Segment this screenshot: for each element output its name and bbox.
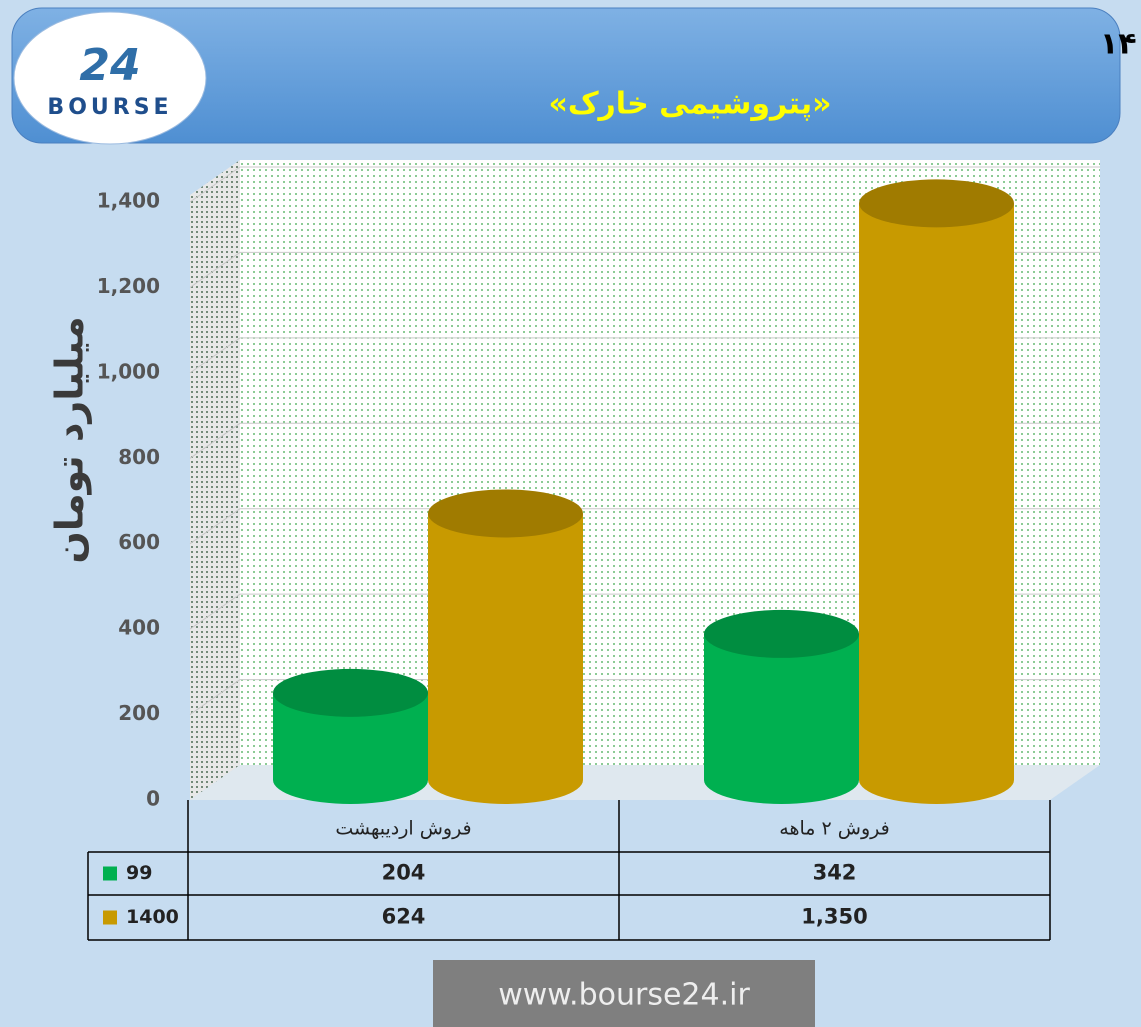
bar-body xyxy=(859,203,1014,804)
logo-number: 24 xyxy=(79,40,140,91)
bar-body xyxy=(428,513,583,804)
chart-title: گزارش فروش ریالی ماهانه و ۲ ماهه منتهی ب… xyxy=(1100,26,1141,62)
grid-line-side xyxy=(189,508,241,545)
legend-label: 99 xyxy=(126,862,152,884)
bar xyxy=(859,179,1014,804)
grid-line-side xyxy=(189,252,241,288)
bar-top xyxy=(273,668,428,717)
bar-top xyxy=(859,179,1014,228)
y-tick-label: 0 xyxy=(146,787,160,811)
data-label: 342 xyxy=(813,861,857,885)
x-tick-label: فروش ۲ ماهه xyxy=(779,818,889,840)
chart-subtitle: «پتروشیمی خارک» xyxy=(548,87,831,122)
bar xyxy=(273,668,428,804)
bar xyxy=(428,489,583,804)
y-tick-label: 1,200 xyxy=(97,274,160,298)
data-label: 204 xyxy=(382,861,426,885)
data-label: 624 xyxy=(382,905,426,929)
y-tick-label: 200 xyxy=(118,701,160,725)
grid-line-side xyxy=(189,337,241,374)
bar-top xyxy=(704,609,859,658)
bar xyxy=(704,609,859,804)
y-tick-label: 800 xyxy=(118,445,160,469)
grid-line-side xyxy=(189,166,241,203)
grid-line-side xyxy=(189,593,241,630)
footer-band xyxy=(433,960,815,1027)
x-tick-label: فروش اردیبهشت xyxy=(335,818,471,840)
y-tick-label: 1,000 xyxy=(97,359,160,383)
bar-body xyxy=(704,633,859,804)
bar-body xyxy=(273,692,428,804)
side-wall xyxy=(190,160,240,800)
legend-swatch xyxy=(103,910,117,925)
bar-top xyxy=(428,489,583,538)
logo-text: BOURSE xyxy=(47,95,172,120)
y-tick-label: 400 xyxy=(118,616,160,640)
data-label: 1,350 xyxy=(801,905,867,929)
legend-swatch xyxy=(103,866,117,881)
y-tick-label: 600 xyxy=(118,530,160,554)
y-tick-label: 1,400 xyxy=(97,189,160,213)
grid-line-side xyxy=(189,422,241,459)
logo-badge xyxy=(13,11,207,145)
footer-url: www.bourse24.ir xyxy=(498,978,750,1013)
grid-line-side xyxy=(189,679,241,715)
y-axis-label: میلیارد تومان xyxy=(48,316,92,563)
legend-label: 1400 xyxy=(126,906,179,928)
header-band xyxy=(11,7,1121,144)
